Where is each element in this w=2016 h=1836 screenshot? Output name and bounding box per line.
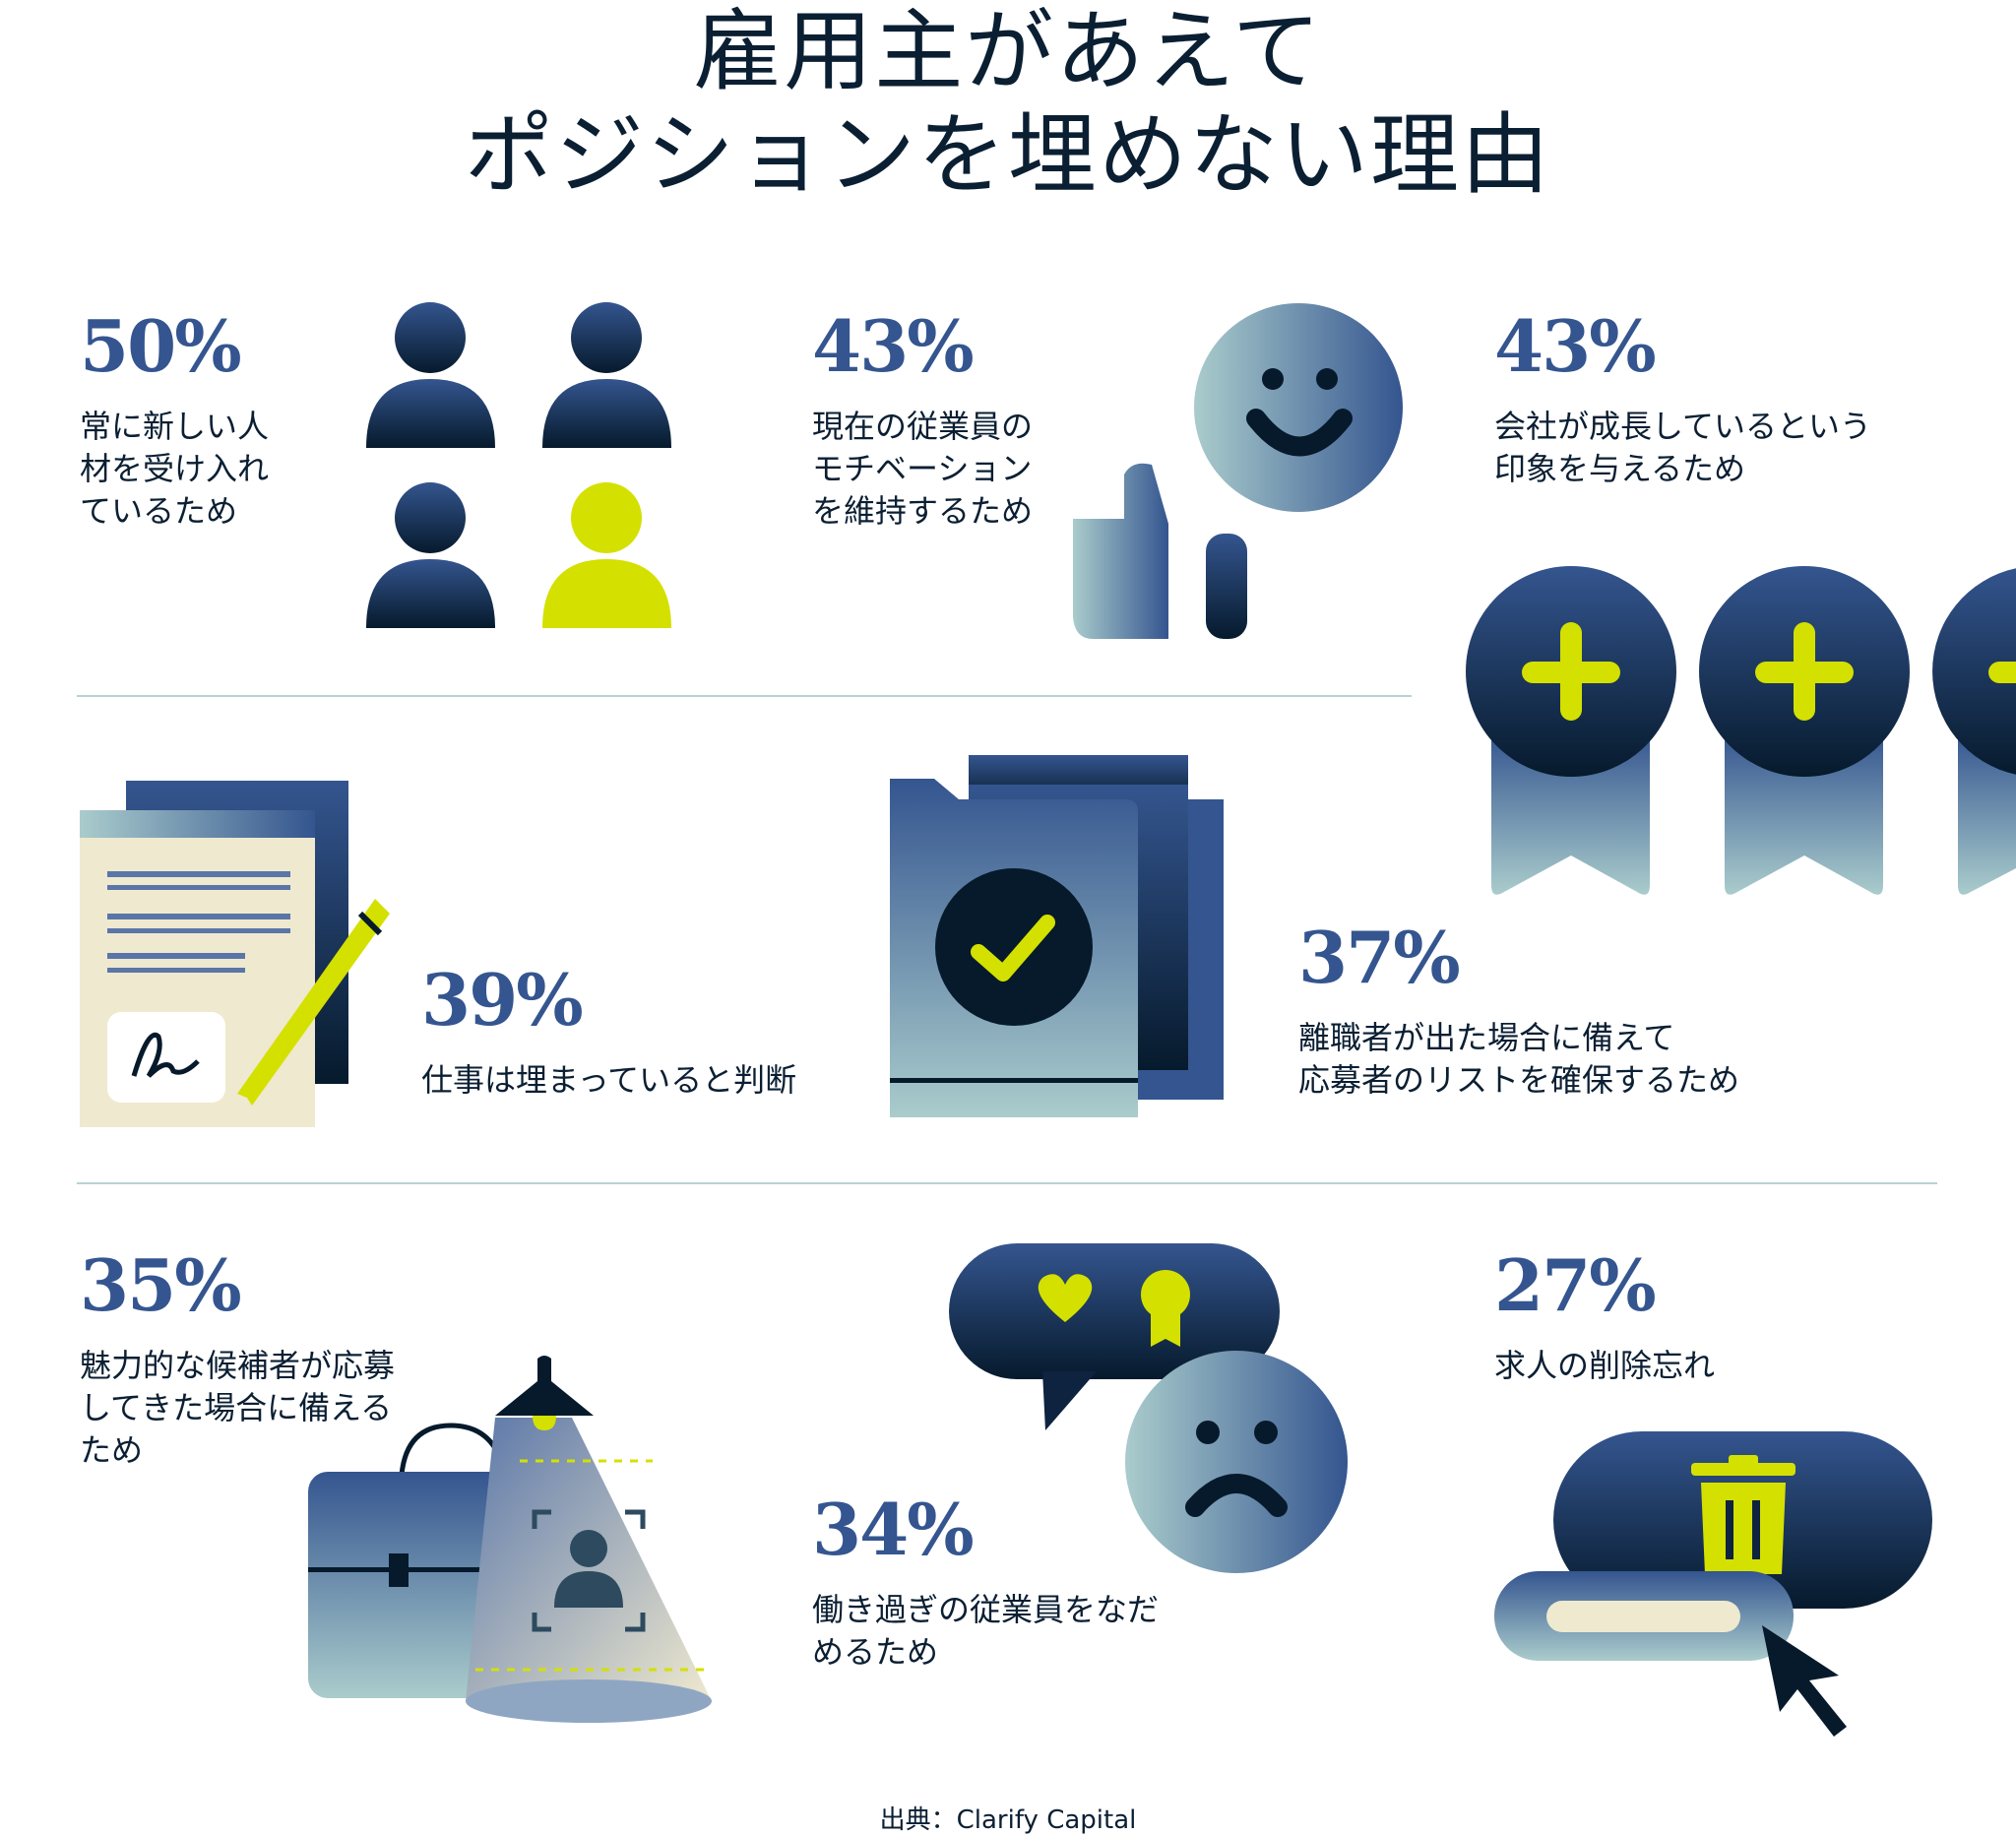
medal-icon [1466,566,1676,895]
section-divider [77,695,1412,697]
sad-face-speech-bubble-icon [949,1243,1348,1573]
stat-value-new-talent: 50% [80,304,242,388]
stat-value-overworked-staff: 34% [812,1488,975,1571]
spotlight-lamp-icon [466,1356,712,1723]
stat-value-growth-impression: 43% [1494,304,1657,388]
page-title-line1: 雇用主があえて [693,0,1323,103]
pencil-icon [237,899,390,1106]
checked-folder-icon [890,755,1224,1117]
stat-value-forgot-delete: 27% [1494,1243,1657,1327]
medal-icon [1699,566,1910,895]
source-credit: 出典：Clarify Capital [879,1805,1137,1835]
signed-document-icon [80,781,390,1127]
stat-text-attractive-candidate: 魅力的な候補者が応募 してきた場合に備える ため [80,1347,396,1469]
plus-medals-icon [1466,566,2016,895]
sad-face-icon [1125,1351,1348,1573]
stat-text-forgot-delete: 求人の削除忘れ [1494,1347,1716,1384]
delete-trash-icon [1494,1431,1932,1737]
stat-text-job-filled: 仕事は埋まっていると判断 [421,1061,797,1099]
heart-icon [1038,1274,1093,1322]
cursor-arrow-icon [1762,1625,1847,1737]
thumbs-up-icon [1073,463,1247,639]
medal-partial-icon [1932,568,2016,895]
person-icon [542,302,671,448]
page-title-line2: ポジションを埋めない理由 [465,103,1551,207]
stat-text-overworked-staff: 働き過ぎの従業員をなだ めるため [812,1591,1160,1671]
stat-value-job-filled: 39% [421,958,584,1042]
stat-value-attractive-candidate: 35% [80,1243,242,1327]
stat-value-applicant-list: 37% [1298,916,1461,999]
smiley-face-icon [1194,303,1403,512]
stat-value-motivation: 43% [812,304,975,388]
person-highlighted-icon [542,482,671,628]
smiley-thumbs-up-icon [1073,303,1403,639]
section-divider [77,1182,1937,1184]
person-icon [366,302,495,448]
stat-text-motivation: 現在の従業員の モチベーション を維持するため [812,408,1034,530]
stat-text-growth-impression: 会社が成長しているという 印象を与えるため [1494,408,1872,487]
stat-text-new-talent: 常に新しい人 材を受け入れ ているため [80,408,270,530]
people-group-icon [366,302,671,628]
award-icon [1141,1270,1190,1347]
person-icon [366,482,495,628]
stat-text-applicant-list: 離職者が出た場合に備えて 応募者のリストを確保するため [1298,1019,1740,1099]
trash-can-icon [1691,1455,1796,1574]
briefcase-spotlight-icon [308,1356,712,1723]
speech-bubble-icon [949,1243,1280,1430]
